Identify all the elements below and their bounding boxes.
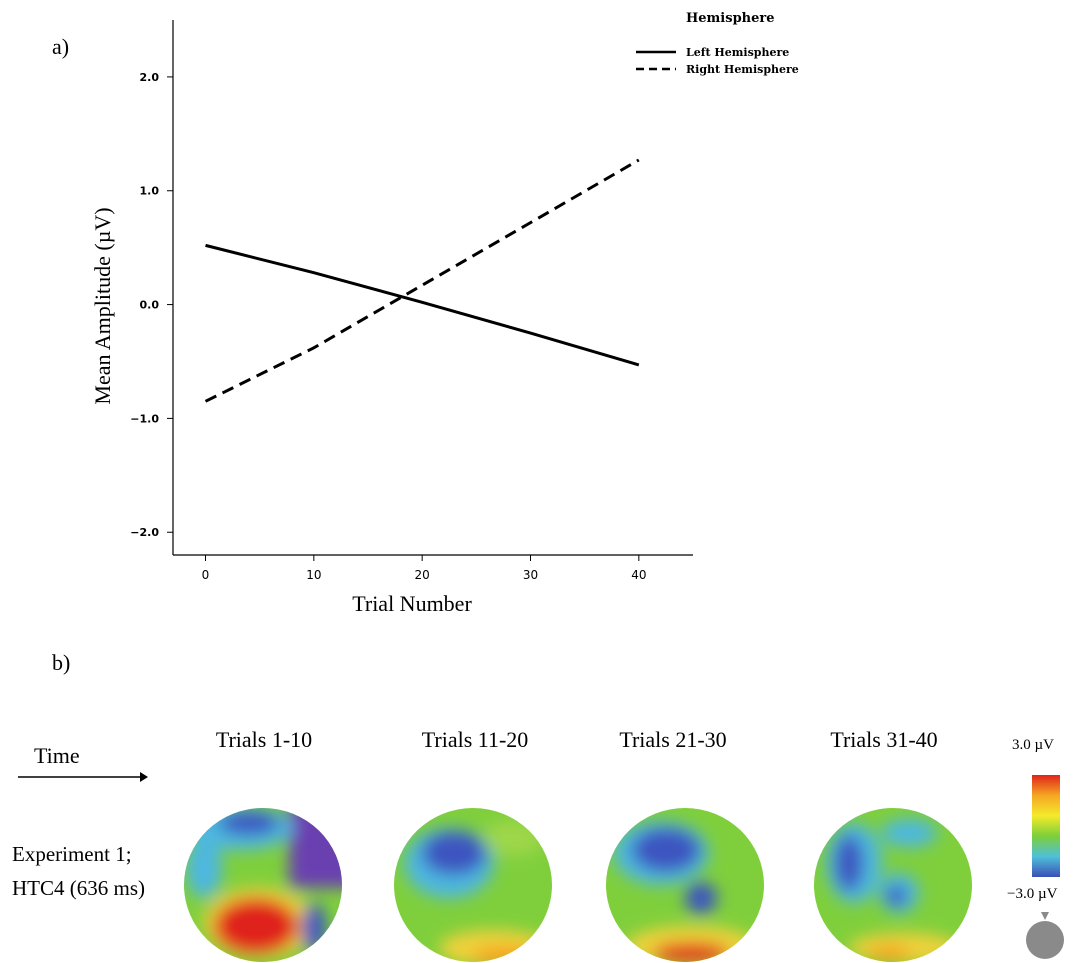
y-tick-label: −2.0 — [130, 526, 159, 539]
x-tick-label: 30 — [523, 568, 538, 582]
topomap-trials-11-20 — [394, 808, 552, 962]
chart-legend: Hemisphere Left Hemisphere Right Hemispher… — [636, 11, 799, 76]
colorbar — [1032, 775, 1060, 877]
topomap-trials-1-10 — [184, 808, 342, 962]
y-tick-label: 1.0 — [140, 185, 160, 198]
chart-ticks: 0 10 20 30 40 −2.0 −1.0 0.0 1.0 2.0 — [130, 71, 646, 582]
topomap-trials-31-40 — [814, 808, 972, 962]
panel-a-label: a) — [52, 34, 70, 59]
series-line-1 — [205, 243, 640, 367]
colorbar-min-label: −3.0 µV — [1007, 886, 1058, 902]
y-tick-label: 0.0 — [140, 299, 160, 312]
y-tick-label: 2.0 — [140, 71, 160, 84]
x-tick-label: 0 — [202, 568, 210, 582]
panel-b-label: b) — [52, 650, 71, 675]
row-label-line1: Experiment 1; — [12, 842, 132, 866]
colorbar-max-label: 3.0 µV — [1012, 737, 1054, 753]
topomap-trials-21-30 — [606, 808, 764, 962]
x-tick-label: 20 — [415, 568, 430, 582]
time-label: Time — [34, 743, 80, 768]
y-tick-label: −1.0 — [130, 412, 159, 425]
row-label: Experiment 1; HTC4 (636 ms) — [12, 837, 145, 905]
legend-label-1: Left Hemisphere — [686, 46, 789, 59]
x-tick-label: 40 — [631, 568, 646, 582]
chart-series — [204, 158, 640, 403]
map-title-1: Trials 1-10 — [215, 727, 313, 752]
chart-axes — [172, 20, 693, 556]
y-axis-label: Mean Amplitude (µV) — [90, 207, 115, 404]
map-title-2: Trials 11-20 — [421, 727, 529, 752]
map-title-3: Trials 21-30 — [619, 727, 727, 752]
head-icon — [1026, 912, 1064, 959]
map-title-4: Trials 31-40 — [830, 727, 938, 752]
row-label-line2: HTC4 (636 ms) — [12, 876, 145, 900]
legend-label-2: Right Hemisphere — [686, 63, 799, 76]
line-chart: 0 10 20 30 40 −2.0 −1.0 0.0 1.0 2.0 Hemisphere Lef… — [90, 11, 799, 616]
time-arrow-icon — [18, 772, 148, 782]
x-axis-label: Trial Number — [352, 591, 472, 616]
series-line-2 — [204, 158, 640, 403]
x-tick-label: 10 — [306, 568, 321, 582]
legend-title: Hemisphere — [686, 11, 775, 26]
